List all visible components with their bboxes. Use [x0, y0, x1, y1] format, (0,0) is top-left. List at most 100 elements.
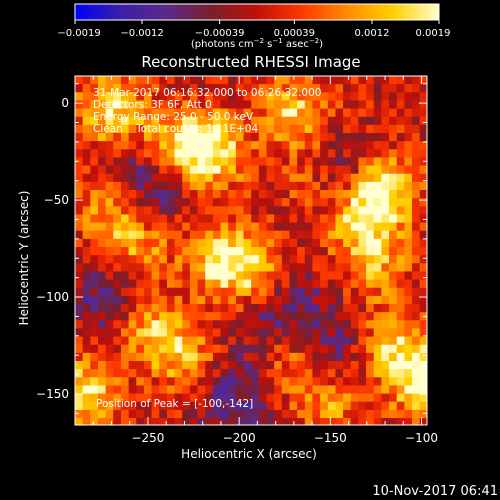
heatmap-cell [297, 108, 306, 118]
heatmap-cell [281, 198, 290, 207]
heatmap-cell [136, 222, 145, 232]
heatmap-cell [389, 238, 398, 248]
heatmap-cell [281, 76, 290, 85]
heatmap-cell [335, 124, 344, 134]
heatmap-cell [266, 255, 275, 264]
heatmap-cell [381, 361, 390, 370]
heatmap-cell [197, 344, 206, 354]
heatmap-cell [327, 214, 336, 223]
heatmap-cell [258, 173, 267, 183]
heatmap-cell [235, 328, 244, 337]
heatmap-cell [404, 393, 413, 403]
heatmap-cell [166, 238, 175, 248]
heatmap-cell [251, 76, 260, 85]
heatmap-cell [389, 149, 398, 158]
heatmap-cell [404, 320, 413, 329]
heatmap-cell [350, 418, 359, 425]
heatmap-cell [82, 295, 91, 305]
heatmap-cell [151, 190, 160, 199]
y-axis-label: Heliocentric Y (arcsec) [17, 191, 31, 326]
heatmap-cell [258, 263, 267, 272]
heatmap-cell [143, 401, 152, 411]
heatmap-cell [197, 206, 206, 215]
heatmap-cell [358, 116, 367, 126]
heatmap-cell [419, 287, 427, 297]
heatmap-cell [151, 247, 160, 256]
heatmap-cell [320, 247, 329, 256]
heatmap-cell [82, 133, 91, 142]
heatmap-cell [289, 92, 298, 101]
heatmap-cell [243, 361, 252, 370]
heatmap-cell [105, 344, 114, 354]
heatmap-cell [373, 108, 382, 118]
heatmap-cell [381, 92, 390, 101]
heatmap-cell [396, 181, 405, 191]
heatmap-cell [235, 238, 244, 248]
heatmap-cell [281, 328, 290, 337]
heatmap-cell [136, 108, 145, 118]
heatmap-cell [404, 418, 413, 425]
heatmap-cell [75, 385, 84, 394]
heatmap-cell [389, 165, 398, 175]
heatmap-cell [396, 238, 405, 248]
heatmap-cell [75, 320, 84, 329]
heatmap-cell [189, 377, 198, 386]
heatmap-cell [97, 328, 107, 337]
heatmap-cell [182, 426, 190, 435]
heatmap-cell [373, 409, 382, 419]
heatmap-cell [396, 409, 405, 419]
heatmap-cell [419, 108, 427, 118]
heatmap-cell [97, 230, 107, 240]
heatmap-cell [327, 181, 336, 191]
heatmap-cell [97, 124, 107, 134]
heatmap-cell [281, 279, 290, 289]
heatmap-cell [90, 141, 99, 150]
heatmap-cell [289, 352, 298, 362]
heatmap-cell [113, 401, 122, 411]
heatmap-cell [358, 369, 367, 378]
heatmap-cell [350, 409, 359, 419]
heatmap-cell [358, 198, 367, 207]
heatmap-cell [159, 92, 168, 101]
heatmap-cell [366, 247, 375, 256]
heatmap-cell [159, 116, 168, 126]
heatmap-cell [143, 181, 152, 191]
heatmap-cell [258, 84, 267, 93]
heatmap-cell [266, 238, 275, 248]
heatmap-cell [136, 141, 145, 150]
heatmap-cell [304, 173, 313, 183]
heatmap-cell [143, 385, 152, 394]
heatmap-cell [113, 100, 122, 109]
heatmap-cell [82, 279, 91, 289]
heatmap-cell [151, 418, 160, 425]
heatmap-cell [82, 100, 91, 109]
heatmap-cell [75, 344, 84, 354]
heatmap-cell [243, 124, 252, 134]
heatmap-cell [251, 181, 260, 191]
heatmap-cell [427, 198, 435, 207]
heatmap-cell [174, 141, 183, 150]
heatmap-cell [197, 377, 206, 386]
heatmap-cell [366, 271, 375, 280]
heatmap-cell [427, 377, 435, 386]
heatmap-cell [358, 76, 367, 85]
heatmap-cell [151, 100, 160, 109]
heatmap-cell [266, 108, 275, 118]
heatmap-cell [404, 352, 413, 362]
y-tick-label: 0 [61, 96, 69, 110]
heatmap-cell [189, 263, 198, 272]
heatmap-cell [136, 377, 145, 386]
heatmap-cell [266, 247, 275, 256]
heatmap-cell [174, 173, 183, 183]
heatmap-cell [120, 238, 130, 248]
heatmap-cell [159, 271, 168, 280]
heatmap-cell [90, 116, 99, 126]
heatmap-cell [366, 369, 375, 378]
heatmap-cell [366, 149, 375, 158]
heatmap-cell [120, 124, 130, 134]
heatmap-cell [374, 426, 382, 435]
heatmap-cell [320, 320, 329, 329]
heatmap-cell [312, 320, 321, 329]
heatmap-cell [75, 141, 84, 150]
heatmap-cell [105, 181, 114, 191]
